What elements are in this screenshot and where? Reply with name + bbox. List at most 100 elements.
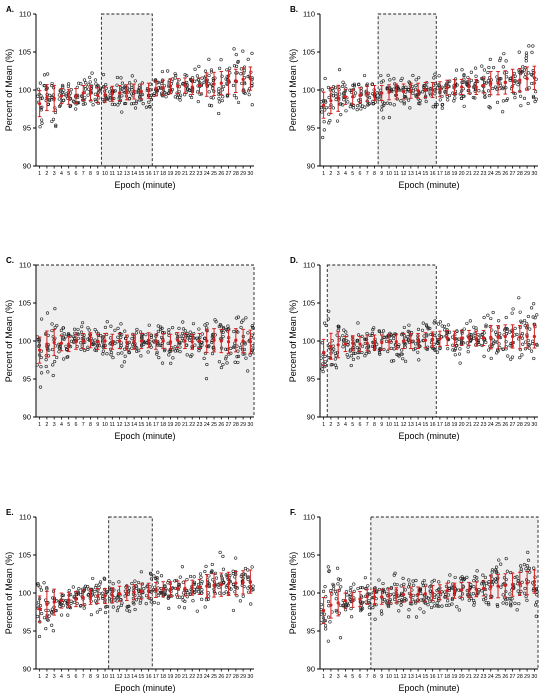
data-point bbox=[526, 558, 531, 562]
data-point bbox=[515, 608, 519, 612]
mean-marker bbox=[212, 82, 216, 86]
mean-marker bbox=[241, 77, 245, 81]
x-tick-label: 18 bbox=[160, 171, 166, 177]
data-point bbox=[148, 571, 153, 575]
data-point bbox=[192, 580, 197, 584]
data-point bbox=[498, 58, 502, 63]
data-point bbox=[207, 73, 211, 78]
data-point bbox=[482, 598, 486, 602]
data-point bbox=[334, 366, 339, 370]
data-point bbox=[417, 101, 421, 105]
data-point bbox=[251, 325, 255, 330]
mean-marker bbox=[365, 595, 369, 599]
mean-marker bbox=[489, 81, 493, 85]
x-tick-label: 5 bbox=[351, 171, 354, 177]
x-tick-label: 26 bbox=[218, 171, 224, 177]
data-point bbox=[352, 84, 357, 88]
x-tick-label: 4 bbox=[60, 674, 63, 680]
data-point bbox=[205, 322, 209, 326]
data-point bbox=[137, 588, 141, 592]
y-tick-label: 105 bbox=[18, 48, 31, 57]
data-point bbox=[236, 315, 240, 319]
data-point bbox=[501, 601, 505, 605]
data-point bbox=[517, 296, 521, 300]
data-point bbox=[120, 90, 124, 94]
x-tick-label: 8 bbox=[89, 171, 92, 177]
panel-letter: F. bbox=[290, 508, 296, 517]
data-point bbox=[91, 103, 95, 107]
data-point bbox=[203, 605, 207, 609]
mean-marker bbox=[205, 584, 209, 588]
data-point bbox=[209, 104, 214, 108]
data-point bbox=[120, 364, 124, 368]
data-point bbox=[531, 94, 536, 98]
data-point bbox=[495, 577, 499, 582]
data-point bbox=[157, 355, 161, 360]
data-point bbox=[158, 343, 163, 347]
data-point bbox=[379, 73, 383, 78]
x-tick-label: 14 bbox=[131, 171, 137, 177]
mean-marker bbox=[45, 342, 49, 346]
mean-marker bbox=[445, 589, 449, 593]
x-tick-label: 1 bbox=[38, 422, 41, 428]
x-tick-label: 17 bbox=[437, 422, 443, 428]
x-tick-label: 11 bbox=[394, 674, 400, 680]
data-point bbox=[505, 98, 509, 103]
data-point bbox=[211, 96, 215, 100]
data-point bbox=[101, 352, 105, 356]
y-tick-label: 110 bbox=[303, 10, 315, 19]
y-tick-label: 95 bbox=[307, 375, 315, 384]
data-point bbox=[94, 330, 99, 334]
data-point bbox=[142, 587, 146, 591]
data-point bbox=[513, 333, 517, 337]
x-tick-label: 28 bbox=[517, 674, 523, 680]
data-point bbox=[327, 309, 331, 313]
data-point bbox=[241, 318, 245, 322]
data-point bbox=[402, 582, 406, 586]
x-tick-label: 29 bbox=[240, 674, 246, 680]
data-point bbox=[69, 601, 73, 605]
data-point bbox=[71, 585, 75, 589]
y-axis-label: Percent of Mean (%) bbox=[4, 300, 14, 383]
mean-marker bbox=[154, 86, 158, 91]
data-point bbox=[246, 577, 250, 581]
data-point bbox=[86, 593, 90, 597]
panel-letter: B. bbox=[290, 5, 298, 14]
x-tick-label: 19 bbox=[167, 422, 173, 428]
data-point bbox=[130, 581, 134, 586]
x-axis-label: Epoch (minute) bbox=[398, 431, 459, 441]
x-tick-label: 5 bbox=[67, 171, 70, 177]
data-point bbox=[424, 324, 429, 328]
data-point bbox=[323, 360, 328, 364]
data-point bbox=[209, 95, 213, 100]
y-tick-label: 110 bbox=[19, 10, 31, 19]
mean-marker bbox=[190, 85, 194, 89]
data-point bbox=[89, 87, 93, 91]
data-point bbox=[218, 550, 222, 555]
data-point bbox=[524, 56, 528, 60]
data-point bbox=[221, 567, 226, 571]
mean-marker bbox=[132, 340, 136, 344]
data-point bbox=[224, 355, 228, 359]
data-point bbox=[342, 328, 346, 332]
x-tick-label: 29 bbox=[524, 171, 530, 177]
mean-marker bbox=[59, 94, 64, 98]
data-point bbox=[103, 605, 108, 609]
data-point bbox=[246, 590, 251, 594]
data-point bbox=[83, 348, 87, 353]
data-point bbox=[139, 570, 143, 574]
mean-marker bbox=[219, 81, 223, 85]
data-point bbox=[193, 79, 197, 83]
data-point bbox=[346, 100, 350, 104]
data-point bbox=[236, 360, 240, 365]
data-point bbox=[170, 326, 175, 330]
x-tick-label: 2 bbox=[329, 422, 332, 428]
data-point bbox=[196, 99, 200, 104]
data-point bbox=[156, 590, 160, 594]
data-point bbox=[399, 584, 403, 588]
mean-marker bbox=[176, 338, 180, 342]
data-point bbox=[468, 319, 472, 323]
x-tick-label: 14 bbox=[415, 171, 421, 177]
data-point bbox=[332, 347, 336, 351]
